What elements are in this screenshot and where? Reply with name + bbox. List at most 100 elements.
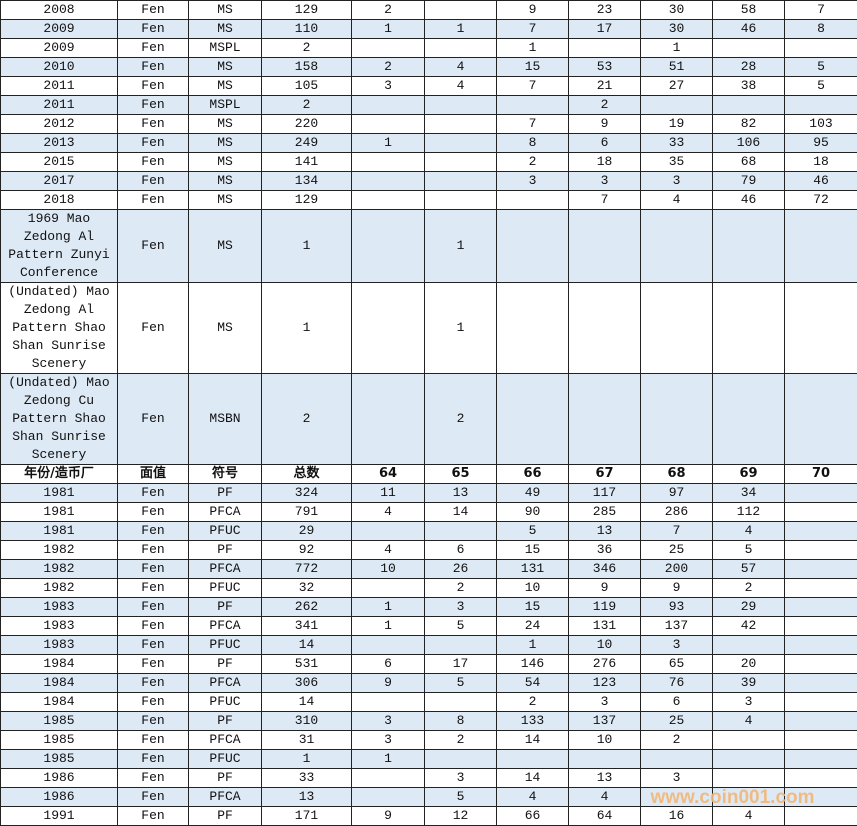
- table-row-face-value: Fen: [118, 693, 189, 712]
- table-row-face-value: Fen: [118, 20, 189, 39]
- table-row-grade-64: [352, 191, 425, 210]
- table-row-total: 32: [262, 579, 352, 598]
- table-row-grade-64: [352, 115, 425, 134]
- table-row-grade-64: 3: [352, 712, 425, 731]
- table-row-grade: MS: [189, 172, 262, 191]
- table-row-grade-69: [713, 210, 785, 283]
- table-row-grade-69: 3: [713, 693, 785, 712]
- table-row-grade-69: 46: [713, 20, 785, 39]
- header-row-grade-70: 70: [785, 465, 857, 484]
- table-row-year: 1981: [1, 484, 118, 503]
- table-row-grade-64: 1: [352, 598, 425, 617]
- table-row-grade-66: 2: [497, 153, 569, 172]
- table-row-grade-70: [785, 484, 857, 503]
- table-row-grade-69: [713, 750, 785, 769]
- table-row-grade-67: 2: [569, 96, 641, 115]
- table-row-face-value: Fen: [118, 655, 189, 674]
- table-row-grade-65: [425, 693, 497, 712]
- table-row-grade: PF: [189, 541, 262, 560]
- table-row-grade-70: [785, 750, 857, 769]
- table-row-grade-69: 68: [713, 153, 785, 172]
- table-row-grade-70: 103: [785, 115, 857, 134]
- table-row-total: 129: [262, 191, 352, 210]
- table-row-grade-66: 5: [497, 522, 569, 541]
- table-row-grade-68: 25: [641, 541, 713, 560]
- table-row-grade-67: [569, 283, 641, 374]
- table-row-grade-70: 46: [785, 172, 857, 191]
- table-row-grade-70: [785, 769, 857, 788]
- table-row-grade-70: [785, 674, 857, 693]
- table-row-year: 1986: [1, 769, 118, 788]
- table-row-grade-64: [352, 522, 425, 541]
- table-row-grade-65: [425, 636, 497, 655]
- table-row-grade-64: 1: [352, 134, 425, 153]
- table-row-grade-70: 72: [785, 191, 857, 210]
- table-row-grade-64: 3: [352, 731, 425, 750]
- table-row-grade-67: 36: [569, 541, 641, 560]
- table-row-grade-67: 3: [569, 172, 641, 191]
- table-row-total: 33: [262, 769, 352, 788]
- table-row-grade-68: 97: [641, 484, 713, 503]
- table-row-grade-65: 1: [425, 20, 497, 39]
- table-row-face-value: Fen: [118, 636, 189, 655]
- table-row-grade-69: [713, 374, 785, 465]
- table-row-year: 1985: [1, 750, 118, 769]
- table-row-grade-69: 79: [713, 172, 785, 191]
- table-row-year: 1969 Mao Zedong Al Pattern Zunyi Confere…: [1, 210, 118, 283]
- table-row-grade-66: 14: [497, 769, 569, 788]
- table-row-grade-66: 146: [497, 655, 569, 674]
- table-row-grade: MS: [189, 191, 262, 210]
- table-row-grade-64: [352, 153, 425, 172]
- header-row-grade-65: 65: [425, 465, 497, 484]
- table-row-grade: MS: [189, 1, 262, 20]
- table-row-face-value: Fen: [118, 115, 189, 134]
- table-row-grade-65: [425, 96, 497, 115]
- table-row: 1969 Mao Zedong Al Pattern Zunyi Confere…: [1, 210, 857, 283]
- header-row-face-value: 面值: [118, 465, 189, 484]
- table-row-grade-67: 10: [569, 636, 641, 655]
- table-row-year: 2010: [1, 58, 118, 77]
- table-row-grade-68: 25: [641, 712, 713, 731]
- table-row-grade-66: 24: [497, 617, 569, 636]
- header-row-total: 总数: [262, 465, 352, 484]
- table-row-grade-65: 5: [425, 674, 497, 693]
- table-row-grade-64: [352, 96, 425, 115]
- table-row-face-value: Fen: [118, 769, 189, 788]
- table-row-grade: MSBN: [189, 374, 262, 465]
- table-row-year: 1982: [1, 560, 118, 579]
- table-row-grade-68: 33: [641, 134, 713, 153]
- header-row-grade-64: 64: [352, 465, 425, 484]
- table-row-grade-66: 49: [497, 484, 569, 503]
- table-row-grade-64: [352, 788, 425, 807]
- table-row-grade-66: 15: [497, 598, 569, 617]
- table-row-grade-68: 2: [641, 731, 713, 750]
- table-row-grade-67: 285: [569, 503, 641, 522]
- table-row-grade-66: [497, 191, 569, 210]
- table-row-year: 2015: [1, 153, 118, 172]
- table-row-grade-66: 7: [497, 20, 569, 39]
- table-row-grade-68: [641, 96, 713, 115]
- table-row-year: 1984: [1, 674, 118, 693]
- table-row-grade-64: 1: [352, 617, 425, 636]
- table-row-grade: PFUC: [189, 693, 262, 712]
- table-row-grade-70: [785, 522, 857, 541]
- table-row-year: 2009: [1, 39, 118, 58]
- table-row-grade: MS: [189, 115, 262, 134]
- table-row-year: 2018: [1, 191, 118, 210]
- table-row-grade-64: 4: [352, 503, 425, 522]
- table-row-total: 2: [262, 374, 352, 465]
- table-row-grade-64: [352, 283, 425, 374]
- table-row-face-value: Fen: [118, 374, 189, 465]
- table-row-grade-65: 8: [425, 712, 497, 731]
- table-row-grade-68: [641, 374, 713, 465]
- table-row-grade-65: [425, 134, 497, 153]
